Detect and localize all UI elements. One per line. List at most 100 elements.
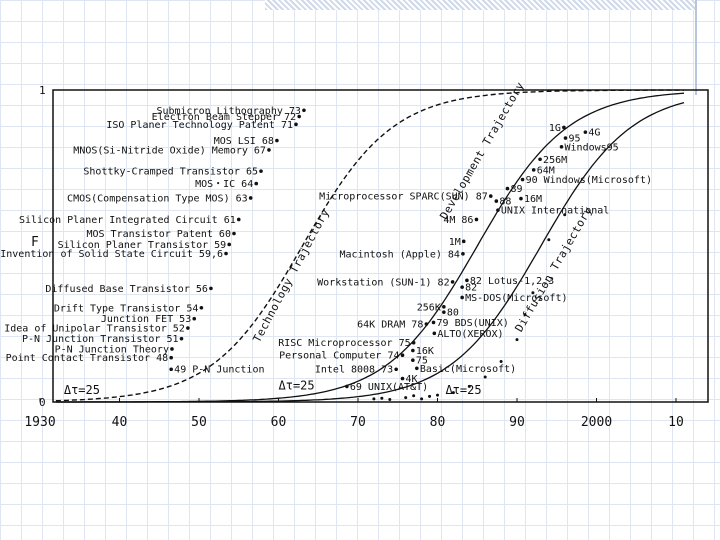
decorative-hatched-band <box>265 0 695 10</box>
event-marker <box>461 239 466 244</box>
event-marker <box>345 384 349 389</box>
event-label: ISO Planer Technology Patent 71 <box>106 120 293 131</box>
diffusion-point <box>523 313 527 317</box>
event-label: 90 Windows(Microsoft) <box>526 175 652 186</box>
event-marker <box>302 108 306 113</box>
event-marker <box>432 331 437 336</box>
event-marker <box>442 305 446 309</box>
event-label: ALTO(XEROX) <box>437 329 503 340</box>
event-marker <box>460 285 464 289</box>
event-marker <box>488 194 493 198</box>
plot-frame <box>52 89 709 403</box>
event-marker <box>209 286 213 291</box>
event-label: 82 Lotus-1,2,3 <box>470 276 554 287</box>
series-curve-3 <box>55 101 685 403</box>
event-marker <box>186 326 190 330</box>
delta-tau-label: Δτ=25 <box>279 379 315 393</box>
event-label: RISC Microprocessor 75 <box>278 338 410 349</box>
event-marker <box>275 138 279 143</box>
event-marker <box>411 348 415 353</box>
event-label: MS-DOS(Microsoft) <box>465 293 567 304</box>
event-marker <box>563 136 568 140</box>
event-label: 16K <box>416 346 434 357</box>
x-tick-label: 60 <box>271 415 287 430</box>
event-marker <box>227 242 232 247</box>
event-marker <box>232 231 236 236</box>
event-label: P-N Junction Transistor 51 <box>22 334 179 345</box>
event-marker <box>169 367 173 372</box>
event-marker <box>496 208 500 212</box>
diffusion-point <box>563 213 567 217</box>
event-label: 4M 86 <box>443 215 473 226</box>
diffusion-point <box>412 394 416 398</box>
event-marker <box>559 144 564 149</box>
event-label: Electron Beam Stepper 72 <box>152 112 297 123</box>
event-marker <box>400 376 405 381</box>
event-marker <box>224 251 228 256</box>
event-marker <box>254 181 259 186</box>
event-label: MNOS(Si-Nitride Oxide) Memory 67 <box>73 145 266 156</box>
event-label: P-N Junction Theory <box>55 344 169 355</box>
event-marker <box>411 340 416 345</box>
event-label: 80 <box>447 308 459 319</box>
diffusion-point <box>467 384 471 388</box>
event-marker <box>465 278 469 283</box>
event-marker <box>424 322 429 326</box>
event-label: 64K DRAM 78 <box>357 320 423 331</box>
event-label: 256K <box>417 302 441 313</box>
event-label: 4K <box>406 374 418 385</box>
event-label: 69 UNIX(AT&T) <box>350 382 428 393</box>
event-marker <box>562 125 566 130</box>
diffusion-point <box>372 397 376 401</box>
event-marker <box>461 252 465 256</box>
series-curve-1 <box>55 89 684 402</box>
event-label: 88 <box>499 197 511 208</box>
event-label: Windows95 <box>565 142 619 153</box>
event-marker <box>411 358 415 362</box>
event-marker <box>394 367 398 372</box>
event-label: 75 <box>416 356 428 367</box>
event-label: 95 <box>568 134 580 145</box>
event-marker <box>474 217 479 222</box>
event-label: Intel 8008 73 <box>315 365 393 376</box>
event-marker <box>494 199 499 203</box>
event-marker <box>192 316 197 321</box>
event-marker <box>519 196 523 201</box>
event-label: Silicon Planer Integrated Circuit 61 <box>19 215 236 226</box>
diffusion-point <box>388 398 392 402</box>
event-marker <box>179 336 184 341</box>
event-label: Point Contact Transistor 48 <box>6 353 169 364</box>
event-label: Idea of Unipolar Transistor 52 <box>4 324 185 335</box>
x-tick-label: 50 <box>191 415 207 430</box>
event-marker <box>267 148 271 152</box>
event-marker <box>297 114 301 119</box>
diffusion-point <box>547 238 551 242</box>
event-label: Drift Type Transistor 54 <box>54 303 199 314</box>
diffusion-point <box>380 396 384 400</box>
event-marker <box>169 355 173 360</box>
event-marker <box>199 305 204 310</box>
event-label: Junction FET 53 <box>101 314 191 325</box>
diffusion-point <box>483 375 487 379</box>
event-marker <box>248 196 253 200</box>
event-label: Invention of Solid State Circuit 59,6 <box>0 249 223 260</box>
event-marker <box>505 186 510 191</box>
decorative-vertical-line <box>695 0 697 95</box>
event-label: 89 <box>510 184 522 195</box>
event-marker <box>415 366 419 371</box>
event-label: 1G <box>549 123 561 134</box>
event-marker <box>170 347 174 351</box>
y-axis-label: F <box>31 235 39 250</box>
delta-tau-label: Δτ=25 <box>445 383 481 397</box>
delta-tau-label: Δτ=25 <box>64 383 100 397</box>
event-label: Submicron Lithography 73 <box>156 106 301 117</box>
x-tick-label: 70 <box>350 415 366 430</box>
event-label: Microprocessor SPARC(SUN) 87 <box>319 192 488 203</box>
event-marker <box>583 130 588 134</box>
event-marker <box>431 320 436 325</box>
event-marker <box>400 353 405 358</box>
event-label: Workstation (SUN-1) 82 <box>317 277 449 288</box>
event-label: Personal Computer 74 <box>279 351 399 362</box>
event-label: 49 P-N Junction <box>174 365 264 376</box>
